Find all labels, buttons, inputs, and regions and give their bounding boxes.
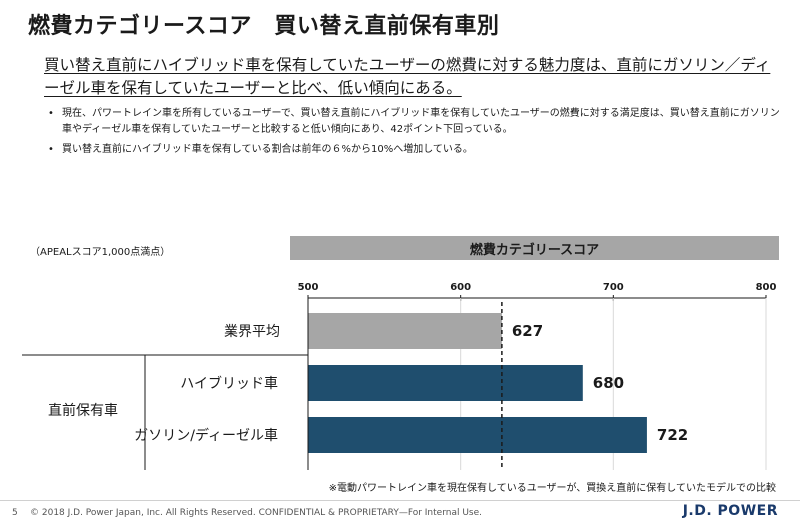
copyright-text: © 2018 J.D. Power Japan, Inc. All Rights… (30, 508, 482, 518)
data-label: 680 (593, 374, 624, 392)
category-label: ガソリン/ディーゼル車 (134, 427, 278, 444)
data-label: 627 (512, 322, 543, 340)
category-label: 業界平均 (224, 324, 280, 340)
subtitle-text: 買い替え直前にハイブリッド車を保有していたユーザーの燃費に対する魅力度は、直前に… (44, 56, 771, 97)
bullet-item: 現在、パワートレイン車を所有しているユーザーで、買い替え直前にハイブリッド車を保… (48, 106, 782, 138)
x-tick-label: 700 (603, 282, 624, 293)
bullet-list: 現在、パワートレイン車を所有しているユーザーで、買い替え直前にハイブリッド車を保… (48, 106, 782, 162)
page-subtitle: 買い替え直前にハイブリッド車を保有していたユーザーの燃費に対する魅力度は、直前に… (44, 54, 784, 100)
x-tick-label: 800 (756, 282, 777, 293)
footer-divider (0, 500, 800, 501)
tick-labels: 500 600 700 800 (298, 282, 777, 293)
group-label: 直前保有車 (48, 402, 118, 419)
bar (308, 417, 647, 453)
jd-power-logo: J.D. POWER (682, 503, 778, 519)
page-number: 5 (12, 508, 18, 518)
score-note: （APEALスコア1,000点満点） (30, 247, 171, 258)
chart-structure: 直前保有車 (22, 298, 503, 470)
bar (308, 365, 583, 401)
chart-bars (308, 313, 647, 453)
data-label: 722 (657, 426, 688, 444)
category-label: ハイブリッド車 (180, 375, 278, 392)
x-tick-label: 500 (298, 282, 319, 293)
footnote: ※電動パワートレイン車を現在保有しているユーザーが、買換え直前に保有していたモデ… (328, 483, 776, 494)
data-labels: 627 680 722 (512, 322, 688, 444)
page-title: 燃費カテゴリースコア 買い替え直前保有車別 (28, 14, 500, 39)
bar (308, 313, 502, 349)
chart-title: 燃費カテゴリースコア (290, 236, 779, 260)
bullet-item: 買い替え直前にハイブリッド車を保有している割合は前年の６%から10%へ増加してい… (48, 142, 782, 158)
x-tick-label: 600 (450, 282, 471, 293)
